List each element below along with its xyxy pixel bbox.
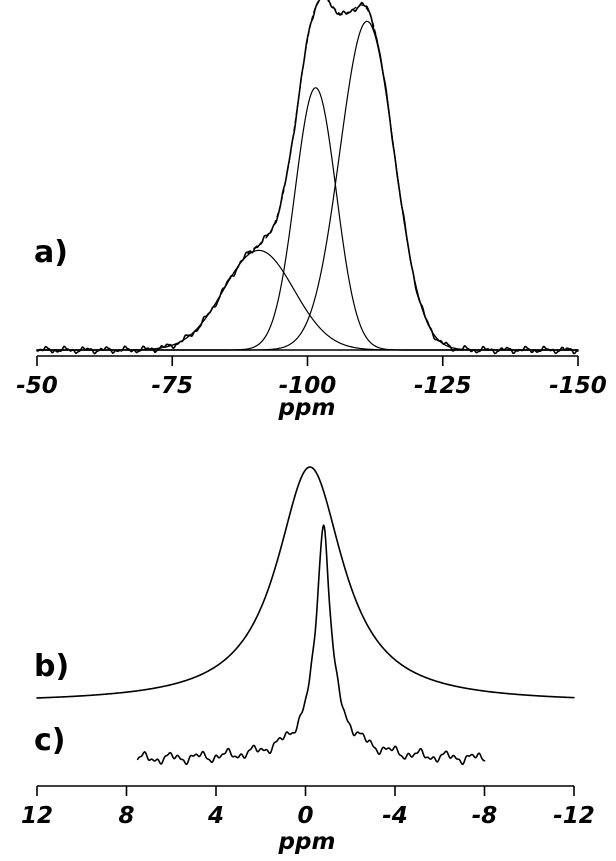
panel-a-tick-label: -125 bbox=[414, 373, 472, 399]
panel-bc-tick-label: 0 bbox=[297, 803, 313, 829]
panel-a-fit-envelope bbox=[37, 0, 578, 351]
panel-bc-traces bbox=[36, 466, 575, 766]
panel-a-fit-component bbox=[37, 20, 578, 351]
panel-b-label: b) bbox=[34, 649, 69, 684]
panel-b-spectrum bbox=[36, 466, 575, 699]
panel-a-fit-component bbox=[37, 87, 578, 351]
panel-bc-x-axis-title: ppm bbox=[278, 829, 336, 855]
panel-a-tick-label: -150 bbox=[549, 373, 607, 399]
panel-a-fit-component bbox=[37, 249, 578, 351]
panel-a-spectrum bbox=[36, 0, 579, 355]
panel-bc-tick-label: 4 bbox=[207, 803, 224, 829]
panel-a-traces bbox=[36, 0, 579, 355]
panel-a-x-axis-title: ppm bbox=[278, 395, 336, 421]
panel-c-spectrum bbox=[136, 524, 486, 766]
panel-bc-tick-label: 8 bbox=[118, 803, 134, 829]
panel-a-chart: a) -50 -75 -100 -125 -150 ppm bbox=[16, 0, 607, 421]
panel-bc-ticks: 12 8 4 0 -4 -8 -12 bbox=[21, 786, 595, 829]
panel-a-tick-label: -50 bbox=[16, 373, 58, 399]
panel-bc-tick-label: -4 bbox=[382, 803, 408, 829]
panel-bc-tick-label: -8 bbox=[472, 803, 498, 829]
panel-bc-tick-label: 12 bbox=[21, 803, 53, 829]
panel-a-tick-label: -75 bbox=[151, 373, 193, 399]
panel-a-ticks: -50 -75 -100 -125 -150 bbox=[16, 356, 607, 399]
panel-bc-chart: b) c) 12 8 4 0 -4 -8 -12 ppm bbox=[21, 466, 595, 855]
panel-c-label: c) bbox=[34, 723, 66, 758]
panel-a-tick-label: -100 bbox=[279, 373, 337, 399]
panel-bc-tick-label: -12 bbox=[553, 803, 595, 829]
panel-a-label: a) bbox=[34, 235, 68, 270]
